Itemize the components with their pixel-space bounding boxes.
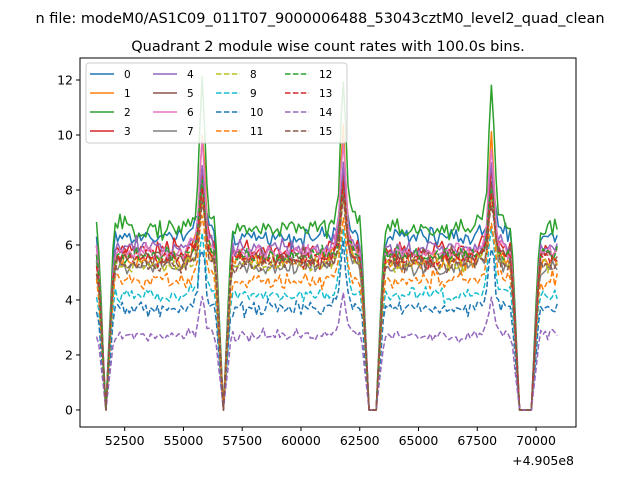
chart-suptitle: n file: modeM0/AS1C09_011T07_9000006488_…	[35, 11, 604, 27]
legend-label: 2	[124, 107, 131, 119]
series-line-13	[95, 180, 558, 411]
legend-label: 7	[187, 126, 194, 138]
legend-label: 4	[187, 69, 194, 81]
series-line-3	[95, 168, 558, 411]
series-line-11	[95, 214, 558, 411]
x-tick-label: 55000	[164, 433, 204, 448]
legend-label: 13	[319, 88, 332, 100]
series-layer	[95, 76, 558, 411]
legend-label: 14	[319, 107, 333, 119]
series-line-2	[95, 76, 558, 411]
y-tick-label: 10	[57, 127, 73, 142]
y-tick-label: 0	[65, 402, 73, 417]
plot-frame	[79, 57, 577, 428]
x-tick-label: 60000	[281, 433, 321, 448]
x-axis: 52500 55000 57500 60000 62500 65000 67500 70000	[105, 427, 556, 448]
y-tick-label: 8	[65, 182, 73, 197]
y-tick-label: 12	[57, 72, 73, 87]
legend-label: 5	[187, 88, 194, 100]
y-tick-label: 6	[65, 237, 73, 252]
y-axis: 0 2 4 6 8 10 12	[57, 72, 80, 417]
x-tick-label: 62500	[340, 433, 380, 448]
chart-title: Quadrant 2 module wise count rates with …	[131, 39, 525, 55]
legend-label: 0	[124, 69, 131, 81]
series-line-15	[95, 195, 558, 411]
series-line-10	[95, 239, 558, 411]
legend-label: 3	[124, 126, 131, 138]
y-tick-label: 4	[65, 292, 73, 307]
legend-label: 10	[250, 107, 263, 119]
x-tick-label: 70000	[516, 433, 556, 448]
legend-label: 8	[250, 69, 257, 81]
x-tick-label: 52500	[105, 433, 145, 448]
legend-box	[85, 62, 348, 144]
series-line-14	[95, 291, 558, 411]
legend-label: 11	[250, 126, 263, 138]
legend-label: 9	[250, 88, 257, 100]
y-tick-label: 2	[65, 347, 73, 362]
x-tick-label: 57500	[222, 433, 262, 448]
x-offset-label: +4.905e8	[512, 453, 574, 468]
legend-label: 15	[319, 126, 332, 138]
series-line-8	[95, 193, 558, 411]
legend-label: 6	[187, 107, 194, 119]
legend-label: 12	[319, 69, 332, 81]
legend-label: 1	[124, 88, 131, 100]
x-tick-label: 65000	[399, 433, 439, 448]
x-tick-label: 67500	[457, 433, 497, 448]
